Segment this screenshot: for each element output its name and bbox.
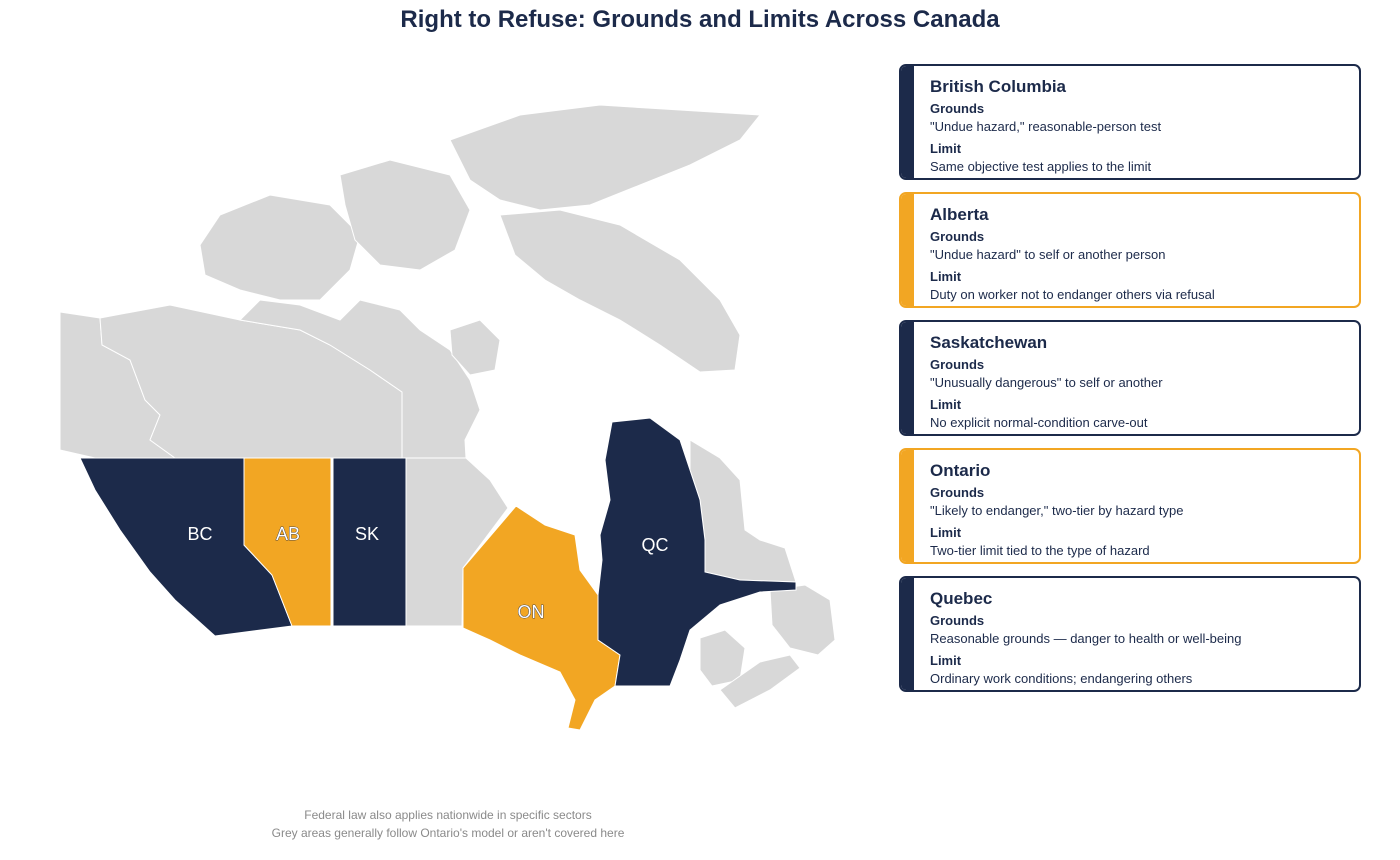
region-nova-scotia	[719, 654, 801, 709]
label-bc: BC	[187, 524, 212, 544]
card-accent-bar	[901, 322, 914, 434]
card-accent-bar	[901, 578, 914, 690]
region-labrador	[689, 439, 797, 583]
card-limit-heading: Limit	[930, 653, 962, 668]
label-sk: SK	[355, 524, 379, 544]
card-limit-text: Ordinary work conditions; endangering ot…	[930, 671, 1193, 686]
province-card: Saskatchewan Grounds "Unusually dangerou…	[899, 320, 1361, 436]
card-province-name: Ontario	[930, 461, 991, 480]
card-limit-heading: Limit	[930, 397, 962, 412]
region-ontario	[462, 505, 621, 731]
card-limit-text: Same objective test applies to the limit	[930, 159, 1152, 174]
label-ab: AB	[276, 524, 300, 544]
card-grounds-heading: Grounds	[930, 101, 985, 116]
card-grounds-text: Reasonable grounds — danger to health or…	[930, 631, 1242, 646]
footnote-grey-areas: Grey areas generally follow Ontario's mo…	[271, 826, 625, 840]
province-card: Ontario Grounds "Likely to endanger," tw…	[899, 448, 1361, 564]
region-alberta	[243, 457, 332, 627]
card-accent-bar	[901, 66, 914, 178]
page-title: Right to Refuse: Grounds and Limits Acro…	[400, 6, 1000, 33]
card-grounds-heading: Grounds	[930, 357, 985, 372]
label-qc: QC	[642, 535, 669, 555]
region-ellesmere	[449, 104, 761, 211]
card-grounds-heading: Grounds	[930, 613, 985, 628]
region-newfoundland	[769, 584, 836, 656]
footnote-federal: Federal law also applies nationwide in s…	[304, 808, 592, 822]
card-province-name: Alberta	[930, 205, 989, 224]
card-accent-bar	[901, 194, 914, 306]
region-manitoba	[405, 457, 509, 627]
region-nunavut	[238, 299, 481, 459]
province-card: Alberta Grounds "Undue hazard" to self o…	[899, 192, 1361, 308]
card-limit-heading: Limit	[930, 525, 962, 540]
card-limit-text: Two-tier limit tied to the type of hazar…	[930, 543, 1150, 558]
label-on: ON	[518, 602, 545, 622]
card-province-name: British Columbia	[930, 77, 1067, 96]
canada-map: BC AB SK ON QC	[40, 90, 860, 750]
province-card: British Columbia Grounds "Undue hazard,"…	[899, 64, 1361, 180]
province-card: Quebec Grounds Reasonable grounds — dang…	[899, 576, 1361, 692]
card-limit-heading: Limit	[930, 269, 962, 284]
card-limit-text: No explicit normal-condition carve-out	[930, 415, 1148, 430]
card-grounds-text: "Likely to endanger," two-tier by hazard…	[930, 503, 1184, 518]
card-accent-bar	[901, 450, 914, 562]
card-grounds-heading: Grounds	[930, 229, 985, 244]
region-arctic-islands-central	[339, 159, 471, 271]
region-quebec	[597, 417, 797, 687]
region-arctic-islands-west	[199, 194, 361, 301]
region-saskatchewan	[332, 457, 407, 627]
card-limit-heading: Limit	[930, 141, 962, 156]
region-southampton	[449, 319, 501, 376]
card-province-name: Saskatchewan	[930, 333, 1048, 352]
card-grounds-text: "Undue hazard," reasonable-person test	[930, 119, 1162, 134]
card-province-name: Quebec	[930, 589, 993, 608]
card-limit-text: Duty on worker not to endanger others vi…	[930, 287, 1215, 302]
card-grounds-text: "Undue hazard" to self or another person	[930, 247, 1166, 262]
card-grounds-heading: Grounds	[930, 485, 985, 500]
province-card-list: British Columbia Grounds "Undue hazard,"…	[899, 64, 1361, 704]
region-baffin-island	[499, 209, 741, 373]
card-grounds-text: "Unusually dangerous" to self or another	[930, 375, 1163, 390]
